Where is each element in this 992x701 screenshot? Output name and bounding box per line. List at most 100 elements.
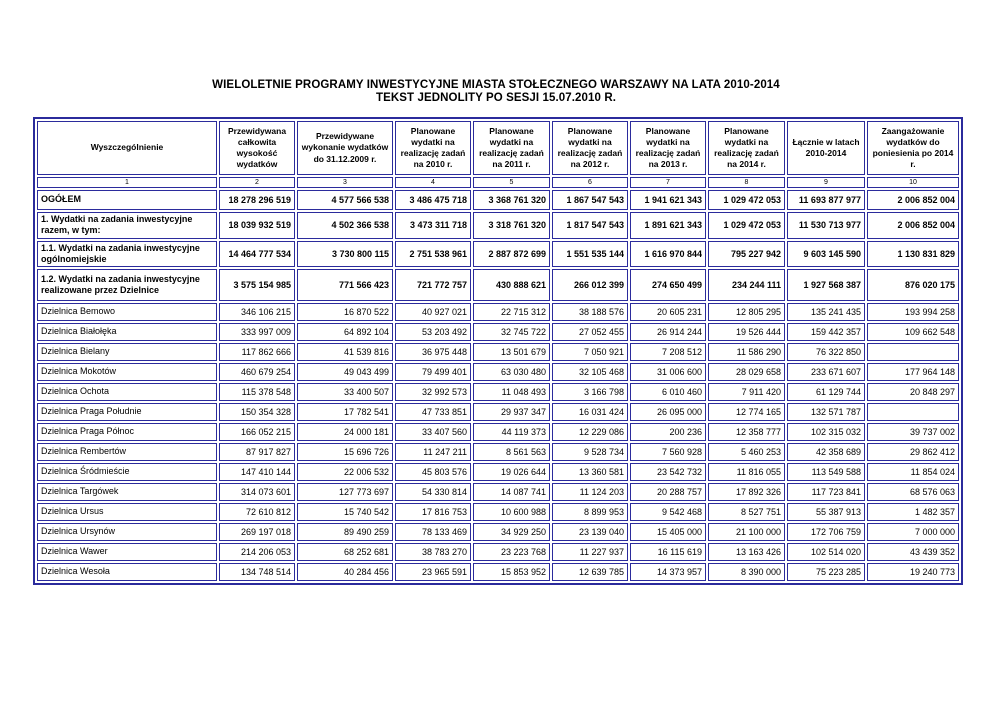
value-cell: 3 473 311 718 xyxy=(395,212,471,239)
value-cell: 55 387 913 xyxy=(787,503,865,521)
value-cell: 20 288 757 xyxy=(630,483,706,501)
value-cell: 72 610 812 xyxy=(219,503,295,521)
row-label: Dzielnica Rembertów xyxy=(37,443,217,461)
value-cell: 346 106 215 xyxy=(219,303,295,321)
value-cell: 8 899 953 xyxy=(552,503,628,521)
value-cell: 8 561 563 xyxy=(473,443,550,461)
value-cell: 20 605 231 xyxy=(630,303,706,321)
value-cell: 200 236 xyxy=(630,423,706,441)
value-cell: 876 020 175 xyxy=(867,269,959,301)
row-label: Dzielnica Śródmieście xyxy=(37,463,217,481)
value-cell: 3 730 800 115 xyxy=(297,240,393,267)
value-cell: 11 693 877 977 xyxy=(787,190,865,210)
value-cell: 64 892 104 xyxy=(297,323,393,341)
value-cell: 150 354 328 xyxy=(219,403,295,421)
table-row: Dzielnica Bemowo 346 106 215 16 870 522 40 … xyxy=(37,303,959,321)
value-cell: 9 528 734 xyxy=(552,443,628,461)
value-cell: 172 706 759 xyxy=(787,523,865,541)
value-cell xyxy=(867,403,959,421)
value-cell: 1 551 535 144 xyxy=(552,240,628,267)
value-cell: 4 502 366 538 xyxy=(297,212,393,239)
value-cell: 15 405 000 xyxy=(630,523,706,541)
table-row: Dzielnica Rembertów 87 917 827 15 696 726 1… xyxy=(37,443,959,461)
value-cell: 1 482 357 xyxy=(867,503,959,521)
value-cell: 87 917 827 xyxy=(219,443,295,461)
column-number: 1 xyxy=(37,177,217,188)
table-row: Dzielnica Ursus 72 610 812 15 740 542 17 81… xyxy=(37,503,959,521)
value-cell: 42 358 689 xyxy=(787,443,865,461)
value-cell: 29 862 412 xyxy=(867,443,959,461)
value-cell: 11 247 211 xyxy=(395,443,471,461)
value-cell: 11 530 713 977 xyxy=(787,212,865,239)
value-cell: 16 031 424 xyxy=(552,403,628,421)
title-line-1: WIELOLETNIE PROGRAMY INWESTYCYJNE MIASTA… xyxy=(212,79,780,91)
column-number: 9 xyxy=(787,177,865,188)
value-cell: 233 671 607 xyxy=(787,363,865,381)
table-row: Dzielnica Praga Południe 150 354 328 17 78… xyxy=(37,403,959,421)
column-header-5: Planowane wydatki na realizację zadań na… xyxy=(473,121,550,175)
value-cell xyxy=(867,343,959,361)
value-cell: 32 745 722 xyxy=(473,323,550,341)
value-cell: 32 992 573 xyxy=(395,383,471,401)
column-header-6: Planowane wydatki na realizację zadań na… xyxy=(552,121,628,175)
value-cell: 3 575 154 985 xyxy=(219,269,295,301)
row-label: Dzielnica Bielany xyxy=(37,343,217,361)
value-cell: 102 315 032 xyxy=(787,423,865,441)
value-cell: 1 867 547 543 xyxy=(552,190,628,210)
value-cell: 3 166 798 xyxy=(552,383,628,401)
value-cell: 40 284 456 xyxy=(297,563,393,581)
value-cell: 14 087 741 xyxy=(473,483,550,501)
table-row: Dzielnica Ursynów 269 197 018 89 490 259 78… xyxy=(37,523,959,541)
value-cell: 23 139 040 xyxy=(552,523,628,541)
value-cell: 127 773 697 xyxy=(297,483,393,501)
value-cell: 26 914 244 xyxy=(630,323,706,341)
value-cell: 16 115 619 xyxy=(630,543,706,561)
value-cell: 1 130 831 829 xyxy=(867,240,959,267)
column-header-10: Zaangażowanie wydatków do poniesienia po… xyxy=(867,121,959,175)
value-cell: 8 390 000 xyxy=(708,563,785,581)
value-cell: 29 937 347 xyxy=(473,403,550,421)
column-number: 3 xyxy=(297,177,393,188)
value-cell: 460 679 254 xyxy=(219,363,295,381)
value-cell: 33 407 560 xyxy=(395,423,471,441)
value-cell: 75 223 285 xyxy=(787,563,865,581)
value-cell: 8 527 751 xyxy=(708,503,785,521)
value-cell: 24 000 181 xyxy=(297,423,393,441)
value-cell: 13 360 581 xyxy=(552,463,628,481)
table-row: 1.1. Wydatki na zadania inwestycyjne ogó… xyxy=(37,240,959,267)
value-cell: 22 715 312 xyxy=(473,303,550,321)
value-cell: 9 542 468 xyxy=(630,503,706,521)
table-row: Dzielnica Śródmieście 147 410 144 22 006 5… xyxy=(37,463,959,481)
value-cell: 166 052 215 xyxy=(219,423,295,441)
value-cell: 3 486 475 718 xyxy=(395,190,471,210)
value-cell: 41 539 816 xyxy=(297,343,393,361)
value-cell: 22 006 532 xyxy=(297,463,393,481)
value-cell: 40 927 021 xyxy=(395,303,471,321)
table-row: Dzielnica Białołęka 333 997 009 64 892 104… xyxy=(37,323,959,341)
column-header-3: Przewidywane wykonanie wydatków do 31.12… xyxy=(297,121,393,175)
value-cell: 39 737 002 xyxy=(867,423,959,441)
value-cell: 1 029 472 053 xyxy=(708,190,785,210)
value-cell: 23 965 591 xyxy=(395,563,471,581)
row-label: Dzielnica Praga Południe xyxy=(37,403,217,421)
value-cell: 3 318 761 320 xyxy=(473,212,550,239)
value-cell: 12 229 086 xyxy=(552,423,628,441)
value-cell: 274 650 499 xyxy=(630,269,706,301)
value-cell: 49 043 499 xyxy=(297,363,393,381)
column-header-8: Planowane wydatki na realizację zadań na… xyxy=(708,121,785,175)
value-cell: 23 223 768 xyxy=(473,543,550,561)
column-header-1: Wyszczególnienie xyxy=(37,121,217,175)
row-label: Dzielnica Białołęka xyxy=(37,323,217,341)
value-cell: 33 400 507 xyxy=(297,383,393,401)
value-cell: 27 052 455 xyxy=(552,323,628,341)
value-cell: 68 576 063 xyxy=(867,483,959,501)
value-cell: 32 105 468 xyxy=(552,363,628,381)
value-cell: 5 460 253 xyxy=(708,443,785,461)
value-cell: 117 862 666 xyxy=(219,343,295,361)
value-cell: 14 373 957 xyxy=(630,563,706,581)
value-cell: 115 378 548 xyxy=(219,383,295,401)
value-cell: 2 887 872 699 xyxy=(473,240,550,267)
value-cell: 2 751 538 961 xyxy=(395,240,471,267)
value-cell: 1 616 970 844 xyxy=(630,240,706,267)
